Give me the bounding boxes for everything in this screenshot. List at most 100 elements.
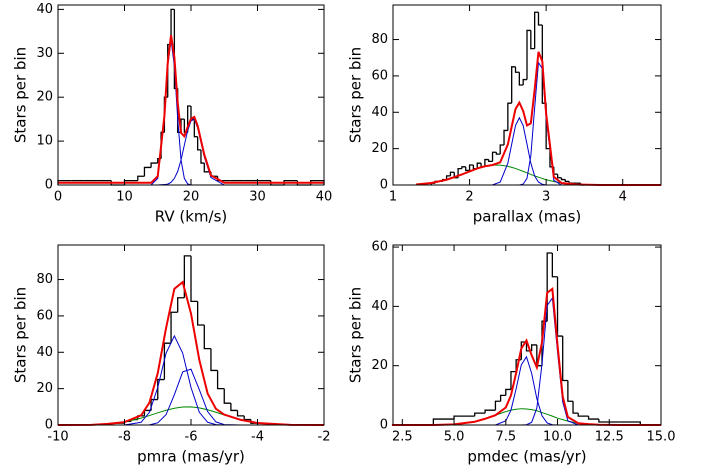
fit-curve	[58, 118, 324, 186]
histogram-step	[560, 177, 566, 181]
plot-frame	[392, 4, 662, 186]
panel: -10 -8 -6 -4 -2 0 20 40 60 80 pmra (mas/yr) Stars p…	[12, 244, 331, 466]
histogram-step	[537, 12, 543, 26]
histogram-step	[587, 416, 599, 420]
histogram-step	[577, 413, 589, 417]
histogram-step	[236, 410, 245, 417]
x-tick-label: 10.0	[543, 430, 572, 445]
x-axis-label: parallax (mas)	[473, 208, 582, 226]
y-tick-label: 60	[371, 68, 388, 83]
histogram-step	[530, 30, 535, 50]
y-tick-label: 0	[45, 418, 53, 433]
histogram-step	[465, 166, 470, 172]
panel: 2.5 5.0 7.5 10.0 12.5 15.0 0 20 40 60 pmdec (mas/y…	[347, 240, 676, 466]
x-tick-label: 10	[116, 190, 133, 205]
x-tick-label: 5.0	[444, 430, 465, 445]
histogram-step	[216, 370, 225, 390]
histogram-step	[484, 409, 496, 414]
x-tick-label: 1	[389, 190, 397, 205]
histogram-step	[564, 179, 570, 183]
histogram-step	[183, 255, 191, 298]
x-axis-label: pmdec (mas/yr)	[467, 448, 586, 466]
histogram-step	[170, 311, 178, 344]
histogram-step	[187, 105, 191, 133]
y-axis-label: Stars per bin	[347, 287, 365, 383]
y-tick-label: 60	[36, 308, 53, 323]
histogram-step	[572, 401, 579, 414]
histogram-step	[514, 66, 520, 73]
y-tick-label: 0	[45, 178, 53, 193]
y-tick-label: 40	[371, 105, 388, 120]
histogram-step	[522, 78, 527, 85]
histogram-step	[534, 11, 539, 49]
fit-curve	[415, 51, 661, 186]
histogram-step	[507, 102, 512, 131]
histogram-step	[210, 348, 218, 372]
histogram-step	[150, 162, 158, 168]
histogram-step	[216, 176, 231, 182]
x-tick-label: 12.5	[595, 430, 624, 445]
histogram-step	[474, 412, 486, 417]
y-axis-label: Stars per bin	[12, 287, 30, 383]
fit-curve	[58, 35, 324, 184]
histogram-step	[457, 167, 462, 178]
histogram-step	[526, 29, 531, 80]
histogram-step	[200, 149, 205, 164]
y-tick-label: 40	[36, 345, 53, 360]
x-tick-label: 30	[249, 190, 266, 205]
y-tick-label: 20	[371, 358, 388, 373]
histogram-step	[193, 119, 198, 138]
x-axis-label: pmra (mas/yr)	[137, 448, 245, 466]
histogram-step	[503, 129, 508, 145]
x-tick-label: -4	[251, 430, 264, 445]
histogram-step	[461, 166, 466, 169]
histogram-step	[476, 162, 482, 169]
histogram-step	[495, 152, 501, 155]
histogram-step	[518, 72, 524, 86]
histogram-step	[531, 344, 537, 351]
histogram-step	[203, 325, 211, 350]
y-tick-label: 20	[36, 90, 53, 105]
fit-curve	[415, 61, 661, 186]
histogram-step	[163, 342, 172, 380]
histogram-step	[432, 418, 455, 425]
x-tick-label: 3	[542, 190, 550, 205]
y-tick-label: 80	[371, 32, 388, 47]
histogram-step	[468, 164, 474, 171]
histogram-step	[445, 175, 451, 180]
plot-frame	[57, 4, 325, 186]
y-tick-label: 60	[371, 240, 388, 255]
fit-curve	[58, 334, 324, 426]
histogram-step	[197, 136, 201, 151]
histogram-step	[177, 297, 185, 313]
x-tick-label: -8	[118, 430, 131, 445]
fit-curve	[391, 296, 661, 426]
histogram-step	[488, 159, 493, 163]
histogram-step	[556, 276, 563, 337]
histogram-step	[505, 388, 511, 396]
histogram-step	[491, 151, 497, 162]
histogram-step	[197, 301, 205, 326]
fit-curve	[57, 280, 325, 426]
x-tick-label: 4	[619, 190, 627, 205]
histogram-step	[143, 166, 152, 177]
y-tick-label: 10	[36, 134, 53, 149]
x-tick-label: 7.5	[495, 430, 516, 445]
fit-curve	[415, 116, 661, 186]
histogram-step	[562, 336, 568, 382]
fit-curve	[58, 368, 324, 426]
y-tick-label: 0	[380, 418, 388, 433]
y-tick-label: 30	[36, 46, 53, 61]
histogram-step	[567, 380, 574, 402]
histogram-step	[546, 252, 553, 322]
x-tick-label: -10	[47, 430, 68, 445]
x-tick-label: -2	[318, 430, 331, 445]
x-tick-label: 2	[465, 190, 473, 205]
y-tick-label: 40	[371, 299, 388, 314]
histogram-step	[137, 175, 145, 181]
histogram-step	[243, 415, 251, 421]
fit-curve	[391, 355, 661, 426]
histogram-step	[499, 144, 505, 155]
y-axis-label: Stars per bin	[12, 47, 30, 143]
